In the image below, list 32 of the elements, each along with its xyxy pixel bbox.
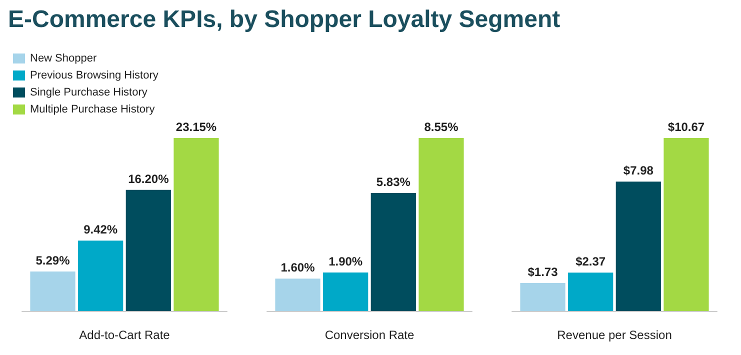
bar: [568, 272, 614, 311]
bar: [370, 193, 416, 311]
data-label: $7.98: [623, 164, 654, 178]
bar: [664, 138, 709, 311]
x-axis-title: Add-to-Cart Rate: [79, 328, 170, 342]
bar: [78, 240, 124, 311]
data-label: 8.55%: [424, 120, 459, 134]
bar: [323, 272, 368, 311]
data-label: $1.73: [528, 264, 558, 279]
bar: [30, 271, 76, 311]
legend-label: Single Purchase History: [30, 86, 148, 98]
legend-label: Multiple Purchase History: [30, 104, 156, 116]
data-label: 1.60%: [280, 260, 316, 275]
bar: [616, 182, 661, 311]
data-label: 5.83%: [376, 175, 411, 190]
bar: [275, 278, 320, 311]
x-axis-title: Revenue per Session: [557, 328, 672, 342]
bar: [126, 190, 171, 311]
bar: [174, 138, 219, 311]
legend-label: New Shopper: [30, 52, 97, 64]
legend-label: Previous Browsing History: [30, 70, 159, 82]
data-label: 1.90%: [328, 254, 363, 269]
bar: [520, 282, 566, 311]
bar: [418, 138, 464, 311]
data-label: 5.29%: [36, 253, 70, 268]
data-label: $10.67: [668, 120, 705, 134]
data-label: 9.42%: [84, 222, 118, 237]
text: E-Commerce KPIs, by Shopper Loyalty Segment: [8, 6, 560, 34]
data-label: $2.37: [576, 254, 606, 269]
x-axis-title: Conversion Rate: [324, 328, 415, 342]
data-label: 23.15%: [176, 120, 217, 134]
data-label: 16.20%: [128, 172, 170, 186]
